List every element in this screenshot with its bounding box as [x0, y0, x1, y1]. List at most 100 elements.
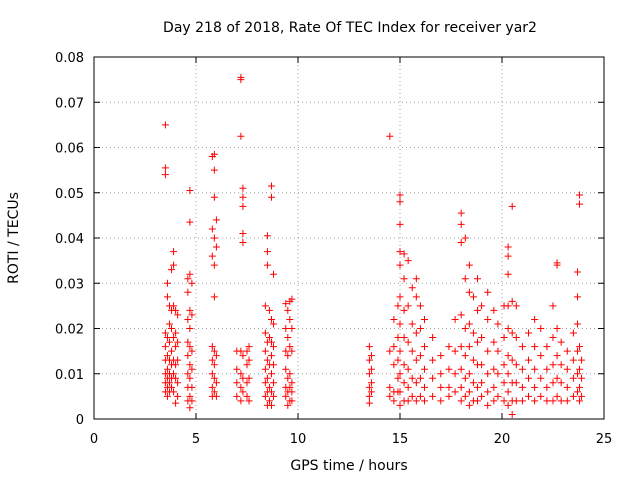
data-point: [484, 347, 492, 355]
x-tick-label: 0: [90, 432, 98, 447]
data-point: [188, 311, 196, 319]
data-point: [396, 388, 404, 396]
data-point: [396, 248, 404, 256]
data-point: [576, 365, 584, 373]
data-point: [531, 365, 539, 373]
data-point: [525, 374, 533, 382]
data-point: [286, 315, 294, 323]
data-point: [512, 397, 520, 405]
data-point: [490, 365, 498, 373]
data-point: [165, 338, 173, 346]
data-point: [504, 388, 512, 396]
data-point: [386, 132, 394, 140]
data-point: [494, 320, 502, 328]
data-point: [210, 150, 218, 158]
data-point: [210, 374, 218, 382]
data-point: [170, 388, 178, 396]
data-point: [188, 383, 196, 391]
data-point: [408, 392, 416, 400]
data-point: [161, 164, 169, 172]
data-point: [186, 306, 194, 314]
data-point: [412, 379, 420, 387]
data-point: [186, 218, 194, 226]
data-point: [365, 399, 373, 407]
data-point: [288, 379, 296, 387]
data-point: [404, 302, 412, 310]
data-point: [563, 383, 571, 391]
data-point: [396, 401, 404, 409]
data-point: [245, 343, 253, 351]
data-point: [412, 356, 420, 364]
data-point: [457, 220, 465, 228]
data-point: [437, 397, 445, 405]
data-point: [208, 356, 216, 364]
data-point: [170, 334, 178, 342]
data-point: [465, 388, 473, 396]
data-point: [267, 388, 275, 396]
data-point: [578, 392, 586, 400]
data-point: [212, 243, 220, 251]
data-point: [416, 325, 424, 332]
data-point: [451, 315, 459, 323]
data-point: [525, 329, 533, 337]
data-point: [461, 374, 469, 382]
data-point: [408, 347, 416, 355]
y-axis-title: ROTI / TECUs: [6, 192, 22, 284]
data-point: [412, 293, 420, 301]
data-point: [504, 370, 512, 378]
data-point: [239, 352, 247, 360]
data-point: [212, 379, 220, 387]
data-point: [172, 343, 180, 351]
data-point: [267, 352, 275, 360]
data-point: [170, 261, 178, 269]
data-point: [429, 334, 437, 342]
data-point: [261, 392, 269, 400]
y-tick-label: 0.07: [55, 96, 84, 111]
data-point: [210, 293, 218, 301]
data-point: [390, 397, 398, 405]
data-point: [518, 397, 526, 405]
data-point: [239, 184, 247, 192]
data-point: [445, 343, 453, 351]
data-point: [420, 343, 428, 351]
data-point: [451, 370, 459, 378]
data-point: [416, 374, 424, 382]
data-point: [186, 343, 194, 351]
data-point: [161, 343, 169, 351]
data-point: [282, 300, 290, 308]
data-point: [478, 379, 486, 387]
y-tick-label: 0.02: [55, 323, 84, 338]
data-point: [474, 383, 482, 391]
data-point: [233, 392, 241, 400]
data-point: [404, 338, 412, 346]
data-point: [168, 325, 176, 332]
data-point: [386, 383, 394, 391]
data-point: [461, 234, 469, 242]
data-point: [518, 343, 526, 351]
data-point: [210, 261, 218, 269]
data-point: [243, 361, 251, 369]
data-point: [474, 306, 482, 314]
data-point: [284, 306, 292, 314]
data-point: [400, 306, 408, 314]
data-point: [172, 329, 180, 337]
data-point: [508, 410, 516, 418]
data-point: [243, 379, 251, 387]
data-point: [174, 392, 182, 400]
data-point: [504, 270, 512, 278]
data-point: [237, 132, 245, 140]
data-point: [457, 397, 465, 405]
data-point: [261, 379, 269, 387]
data-point: [578, 356, 586, 364]
data-point: [237, 370, 245, 378]
data-point: [174, 379, 182, 387]
data-point: [508, 297, 516, 305]
data-point: [504, 352, 512, 360]
data-point: [537, 352, 545, 360]
data-point: [168, 383, 176, 391]
data-point: [573, 293, 581, 301]
data-point: [429, 356, 437, 364]
data-point: [445, 392, 453, 400]
data-point: [553, 325, 561, 332]
data-point: [404, 383, 412, 391]
